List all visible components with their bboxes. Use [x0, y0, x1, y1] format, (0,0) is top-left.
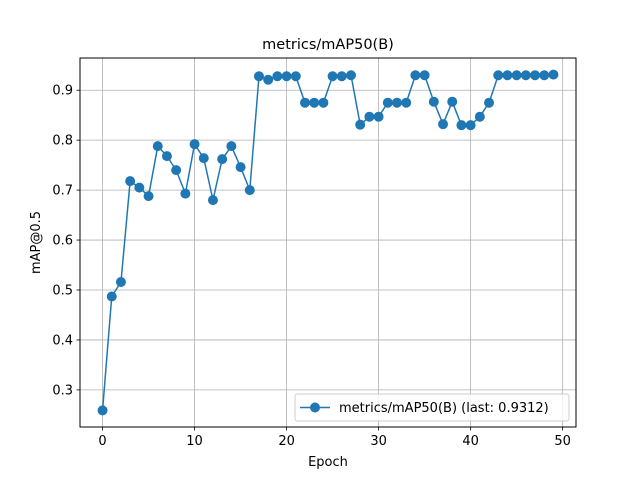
data-point	[180, 188, 191, 199]
data-point	[392, 97, 403, 108]
data-point	[263, 74, 274, 85]
data-point	[125, 176, 136, 187]
y-axis-label: mAP@0.5	[29, 211, 44, 274]
x-tick-label: 30	[370, 434, 387, 449]
y-tick-label: 0.3	[52, 383, 73, 398]
data-point	[207, 195, 218, 206]
y-tick-label: 0.5	[52, 283, 73, 298]
plot-frame	[79, 57, 577, 428]
x-tick-label: 10	[186, 434, 203, 449]
data-point	[355, 119, 366, 130]
y-axis-ticks: 0.3 0.4 0.5 0.6 0.7 0.8 0.9	[52, 84, 80, 398]
x-axis-label: Epoch	[308, 455, 348, 470]
data-point	[548, 69, 559, 80]
data-point	[281, 71, 292, 82]
data-point	[327, 71, 338, 82]
data-point	[401, 97, 412, 108]
grid-lines	[80, 58, 576, 427]
data-point	[134, 182, 145, 193]
y-tick-label: 0.9	[52, 84, 73, 99]
data-point	[484, 97, 495, 108]
x-axis-ticks: 0 10 20 30 40 50	[98, 427, 571, 449]
data-point	[410, 70, 421, 81]
data-point	[530, 70, 541, 81]
data-point	[272, 71, 283, 82]
data-point	[244, 185, 255, 196]
data-point	[474, 111, 485, 122]
data-point	[346, 70, 357, 81]
series-layer	[97, 69, 559, 416]
x-tick-label: 0	[98, 434, 106, 449]
data-point	[97, 405, 108, 416]
legend-label: metrics/mAP50(B) (last: 0.9312)	[339, 401, 549, 416]
data-point	[189, 139, 200, 150]
y-tick-label: 0.4	[52, 333, 73, 348]
data-point	[493, 70, 504, 81]
legend: metrics/mAP50(B) (last: 0.9312)	[294, 393, 570, 422]
data-point	[428, 96, 439, 107]
data-point	[253, 71, 264, 82]
data-point	[290, 71, 301, 82]
data-point	[143, 191, 154, 202]
data-point	[309, 97, 320, 108]
data-point	[171, 165, 182, 176]
chart-title: metrics/mAP50(B)	[262, 37, 394, 53]
data-point	[217, 154, 228, 165]
data-point	[235, 162, 246, 173]
data-point	[299, 97, 310, 108]
data-point	[438, 119, 449, 130]
data-point	[318, 97, 329, 108]
y-tick-label: 0.6	[52, 234, 73, 249]
data-point	[511, 70, 522, 81]
data-point	[198, 153, 209, 164]
x-tick-label: 50	[554, 434, 571, 449]
data-point	[373, 111, 384, 122]
legend-box	[294, 393, 570, 422]
x-tick-label: 40	[462, 434, 479, 449]
data-point	[502, 70, 513, 81]
data-point	[456, 120, 467, 131]
data-point	[161, 151, 172, 162]
data-point	[226, 141, 237, 152]
y-tick-label: 0.7	[52, 184, 73, 199]
data-point	[336, 71, 347, 82]
data-point	[520, 70, 531, 81]
y-tick-label: 0.8	[52, 134, 73, 149]
data-point	[419, 70, 430, 81]
data-point	[106, 291, 117, 302]
legend-marker-swatch	[310, 402, 320, 413]
data-point	[152, 141, 163, 152]
data-point	[465, 120, 476, 131]
data-point	[447, 96, 458, 107]
data-point	[364, 111, 375, 122]
data-point	[382, 97, 393, 108]
data-point	[539, 70, 550, 81]
data-point	[115, 277, 126, 288]
x-tick-label: 20	[278, 434, 295, 449]
